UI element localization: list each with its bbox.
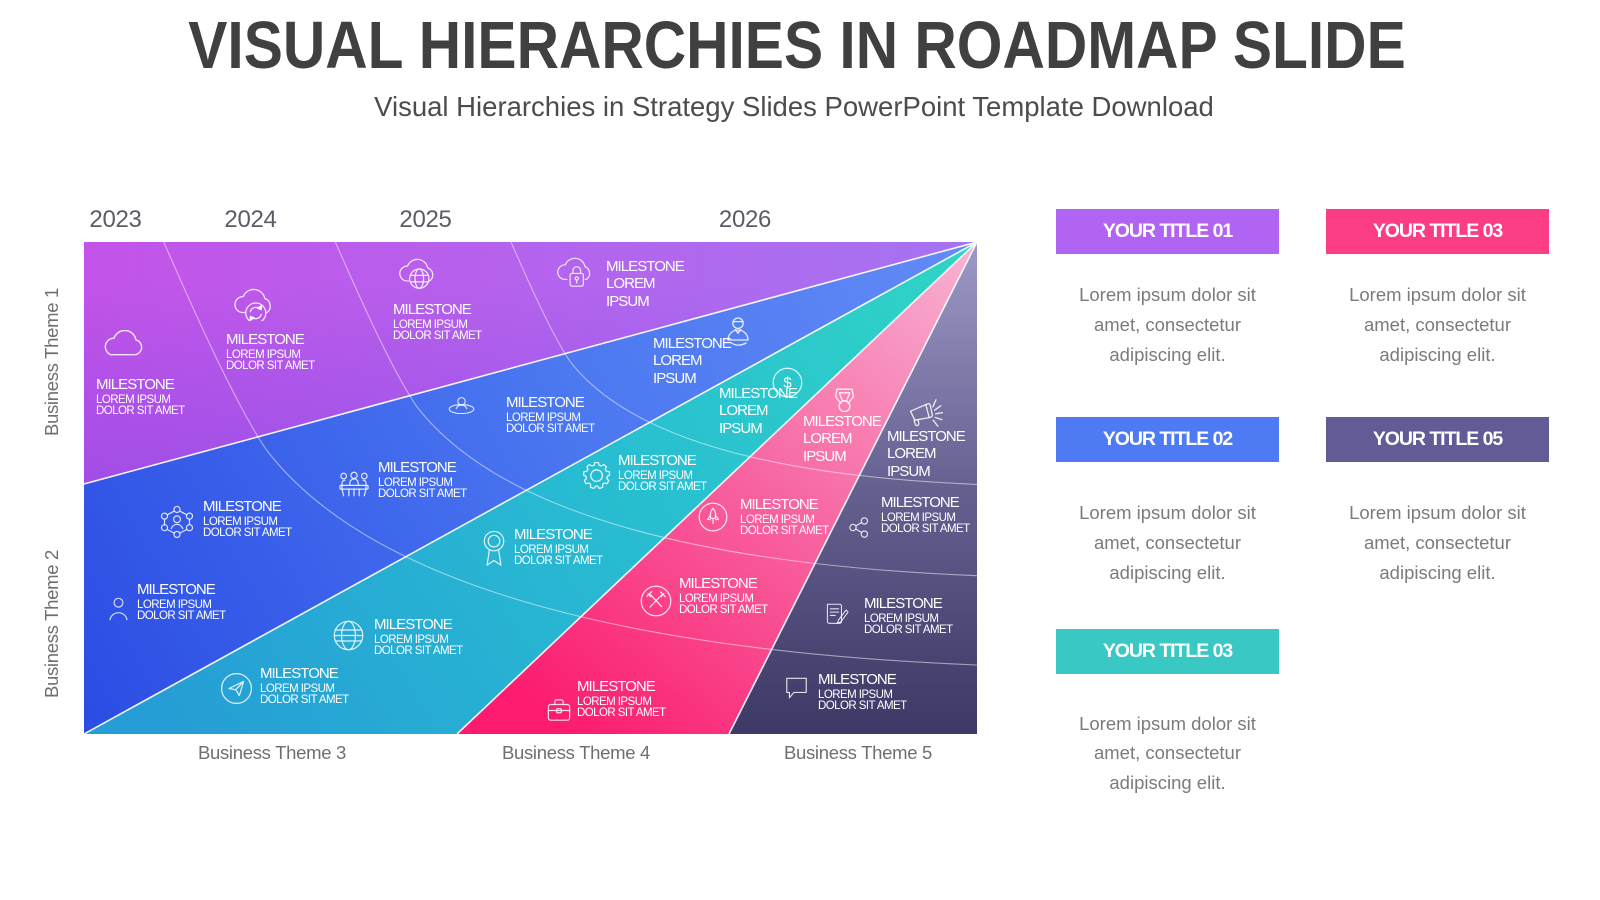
svg-text:$: $: [783, 375, 792, 392]
